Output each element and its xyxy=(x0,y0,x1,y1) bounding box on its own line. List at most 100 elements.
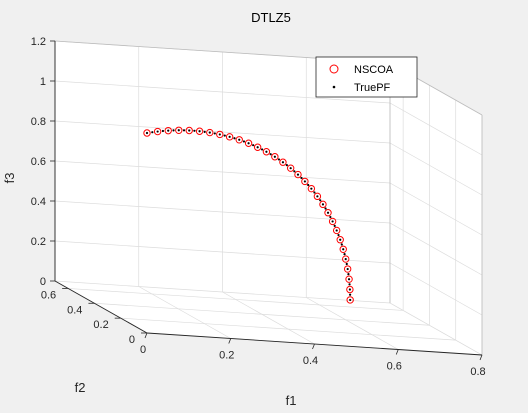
truepf-point xyxy=(233,137,236,140)
grid-line-side-z xyxy=(389,302,483,356)
nscoa-point xyxy=(271,153,279,161)
grid-line-floor-x xyxy=(138,286,231,339)
truepf-point xyxy=(347,278,351,281)
truepf-point xyxy=(218,133,221,136)
truepf-point xyxy=(156,130,159,133)
grid-line-side-z xyxy=(389,182,483,236)
x-tick-mark xyxy=(479,354,483,361)
z-axis-label: f3 xyxy=(2,173,17,184)
grid-line-back-z xyxy=(54,200,391,224)
truepf-point xyxy=(319,199,322,202)
truepf-point xyxy=(252,144,255,147)
truepf-point xyxy=(167,129,170,132)
grid-line-floor-x xyxy=(306,297,399,350)
truepf-point xyxy=(345,262,348,266)
nscoa-point xyxy=(324,209,332,217)
x-tick-mark xyxy=(144,332,148,339)
truepf-point xyxy=(347,272,350,276)
truepf-point xyxy=(289,167,292,170)
truepf-point xyxy=(343,253,346,256)
legend-marker-truepf xyxy=(332,85,336,89)
truepf-point xyxy=(193,129,196,132)
truepf-point xyxy=(177,129,180,132)
truepf-point xyxy=(335,229,338,232)
truepf-point xyxy=(151,131,154,134)
z-tick-label: 0.8 xyxy=(31,116,46,128)
grid-line-back-z xyxy=(54,160,391,184)
truepf-point xyxy=(300,176,303,180)
truepf-point xyxy=(340,243,343,246)
grid-line-side-z xyxy=(389,142,483,196)
y-tick-label: 0 xyxy=(129,334,135,346)
nscoa-point xyxy=(286,164,295,172)
grid-line-back-z xyxy=(54,240,391,264)
truepf-point xyxy=(228,135,231,138)
legend: NSCOA TruePF xyxy=(315,56,418,98)
truepf-point xyxy=(321,203,325,206)
z-tick-label: 1 xyxy=(40,76,46,88)
z-tick-label: 0.2 xyxy=(31,236,46,248)
legend-marker-nscoa xyxy=(329,64,339,74)
nscoa-point xyxy=(143,129,151,137)
legend-label-nscoa: NSCOA xyxy=(354,64,394,76)
nscoa-point xyxy=(279,158,287,166)
truepf-point xyxy=(256,146,259,149)
y-tick-label: 0.4 xyxy=(67,304,82,316)
grid-line-floor-y xyxy=(68,288,404,311)
nscoa-point xyxy=(346,296,354,304)
y-tick-label: 0.6 xyxy=(41,289,56,301)
grid-line-floor-y xyxy=(94,302,430,326)
truepf-point xyxy=(285,164,288,167)
nscoa-point xyxy=(339,245,347,253)
legend-label-truepf: TruePF xyxy=(354,82,391,94)
x-tick-label: 0 xyxy=(140,344,146,356)
truepf-point xyxy=(339,238,342,241)
truepf-point xyxy=(348,293,352,296)
grid-line-back-z xyxy=(54,280,391,304)
grid-line-floor-y xyxy=(120,317,456,341)
nscoa-point xyxy=(345,275,353,283)
nscoa-point xyxy=(195,127,204,135)
truepf-point xyxy=(172,129,175,132)
truepf-point xyxy=(349,298,352,302)
x-tick-mark xyxy=(395,349,399,355)
nscoa-point xyxy=(336,236,344,244)
nscoa-point xyxy=(262,148,271,156)
x-tick-mark xyxy=(228,338,232,344)
nscoa-point xyxy=(319,200,327,209)
truepf-point xyxy=(223,134,226,137)
x-tick-label: 0.4 xyxy=(303,355,318,367)
truepf-point xyxy=(281,161,285,164)
z-tick-label: 0.4 xyxy=(31,196,46,208)
x-tick-label: 0.8 xyxy=(470,366,485,378)
nscoa-point xyxy=(332,226,341,235)
nscoa-point xyxy=(225,133,234,141)
x-tick-label: 0.6 xyxy=(387,361,402,373)
x-tick-mark xyxy=(312,343,315,350)
truepf-point xyxy=(303,180,306,183)
nscoa-point xyxy=(313,192,322,201)
truepf-point xyxy=(348,283,351,286)
truepf-point xyxy=(161,129,165,133)
truepf-point xyxy=(329,215,332,219)
truepf-point xyxy=(342,248,345,251)
chart-title: DTLZ5 xyxy=(251,10,291,25)
nscoa-point xyxy=(301,177,309,186)
grid-line-side-z xyxy=(389,102,483,156)
truepf-point xyxy=(273,155,276,158)
grid-line-side-z xyxy=(389,262,483,316)
grid-line-floor-x xyxy=(222,291,315,345)
truepf-point xyxy=(333,224,336,227)
truepf-point xyxy=(296,173,300,176)
nscoa-point xyxy=(307,184,316,193)
nscoa-point xyxy=(185,126,193,135)
z-tick-label: 1.2 xyxy=(31,36,46,48)
axes-3d: 0 0.2 0.4 0.6 0.800.20.40.600.20.40.60.811.2 xyxy=(31,36,486,378)
truepf-point xyxy=(145,131,149,135)
nscoa-point xyxy=(164,126,172,135)
truepf-point xyxy=(198,130,201,133)
truepf-point xyxy=(331,220,334,223)
truepf-point xyxy=(293,170,296,173)
truepf-point xyxy=(247,142,250,145)
truepf-point xyxy=(269,153,272,156)
